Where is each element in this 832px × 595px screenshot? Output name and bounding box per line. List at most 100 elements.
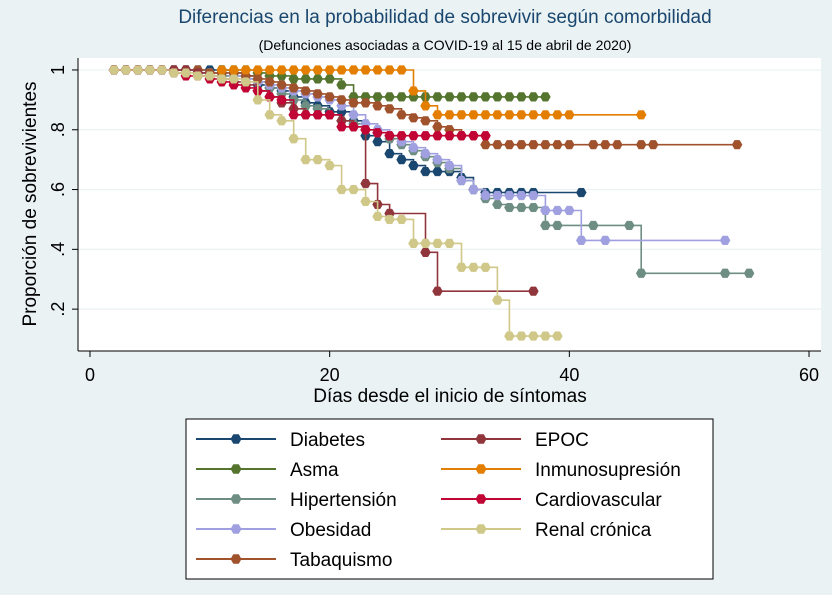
legend-item: Renal crónica: [441, 520, 652, 541]
series-layer: [108, 65, 755, 341]
legend-item: Hipertensión: [196, 490, 397, 511]
data-point: [204, 71, 216, 81]
chart-title: Diferencias en la probabilidad de sobrev…: [178, 7, 711, 28]
data-point: [324, 65, 335, 75]
data-point: [432, 155, 443, 165]
data-point: [396, 92, 407, 102]
legend-label: Asma: [290, 460, 339, 481]
legend-label: Diabetes: [290, 430, 365, 451]
data-point: [216, 74, 228, 84]
legend-swatch-marker: [230, 434, 242, 444]
data-point: [719, 268, 731, 278]
data-point: [420, 247, 431, 257]
data-point: [480, 92, 491, 102]
data-point: [576, 187, 587, 198]
data-point: [384, 104, 395, 114]
data-point: [168, 68, 180, 78]
data-point: [384, 149, 395, 159]
data-point: [468, 262, 479, 272]
data-point: [528, 110, 539, 120]
data-point: [372, 211, 383, 222]
data-point: [288, 65, 299, 75]
data-point: [444, 131, 455, 141]
data-point: [564, 140, 575, 150]
data-point: [264, 92, 275, 102]
data-point: [444, 238, 455, 248]
data-point: [576, 235, 587, 245]
data-point: [504, 331, 515, 341]
data-point: [552, 110, 563, 120]
data-point: [468, 92, 479, 102]
data-point: [612, 140, 623, 150]
y-axis-title: Proporción de sobrevivientes: [20, 81, 41, 326]
data-point: [408, 113, 419, 123]
data-point: [492, 140, 503, 150]
data-point: [348, 110, 359, 120]
data-point: [300, 110, 311, 120]
legend-label: Hipertensión: [290, 490, 397, 511]
data-point: [564, 110, 575, 120]
data-point: [180, 68, 192, 78]
data-point: [408, 161, 419, 171]
legend-item: Diabetes: [196, 430, 365, 451]
legend-label: Inmunosupresión: [535, 460, 681, 481]
data-point: [540, 205, 551, 216]
data-point: [504, 140, 515, 150]
data-point: [228, 65, 240, 75]
data-point: [528, 202, 539, 213]
legend-item: Tabaquismo: [196, 550, 392, 571]
data-point: [552, 220, 563, 231]
data-point: [540, 331, 551, 341]
data-point: [264, 65, 275, 75]
data-point: [360, 125, 371, 135]
data-point: [480, 190, 491, 201]
data-point: [192, 71, 204, 81]
data-point: [384, 65, 395, 75]
data-point: [252, 65, 264, 75]
data-point: [288, 110, 299, 120]
data-point: [528, 140, 539, 150]
series-line: [221, 69, 642, 116]
legend-item: Cardiovascular: [441, 490, 662, 511]
data-point: [300, 74, 311, 84]
legend-swatch-marker: [475, 434, 487, 444]
data-point: [480, 131, 491, 141]
data-point: [504, 190, 515, 201]
data-point: [336, 65, 347, 75]
x-tick-label: 0: [85, 365, 95, 385]
data-point: [432, 92, 443, 102]
data-point: [360, 65, 371, 75]
data-point: [719, 235, 731, 245]
x-tick-label: 20: [320, 365, 340, 385]
data-point: [516, 110, 527, 120]
data-point: [288, 74, 299, 84]
data-point: [396, 131, 407, 141]
legend-item: Asma: [196, 460, 339, 481]
data-point: [468, 110, 479, 120]
data-point: [468, 131, 479, 141]
data-point: [528, 190, 539, 201]
data-point: [456, 92, 467, 102]
legend-swatch-marker: [230, 554, 242, 564]
data-point: [588, 220, 599, 231]
data-point: [312, 110, 323, 120]
data-point: [216, 65, 228, 75]
data-point: [324, 110, 335, 120]
data-point: [372, 101, 383, 111]
data-point: [312, 89, 323, 99]
data-point: [360, 178, 371, 189]
y-tick-label: .6: [48, 182, 68, 197]
data-point: [504, 110, 515, 120]
data-point: [552, 205, 563, 216]
data-point: [432, 131, 443, 141]
data-point: [396, 110, 407, 120]
data-point: [336, 80, 347, 90]
legend-label: Obesidad: [290, 520, 371, 541]
data-point: [420, 149, 431, 159]
plot-background: [78, 58, 821, 351]
data-point: [300, 155, 311, 165]
data-point: [396, 155, 407, 165]
data-point: [228, 74, 240, 84]
data-point: [600, 140, 611, 150]
